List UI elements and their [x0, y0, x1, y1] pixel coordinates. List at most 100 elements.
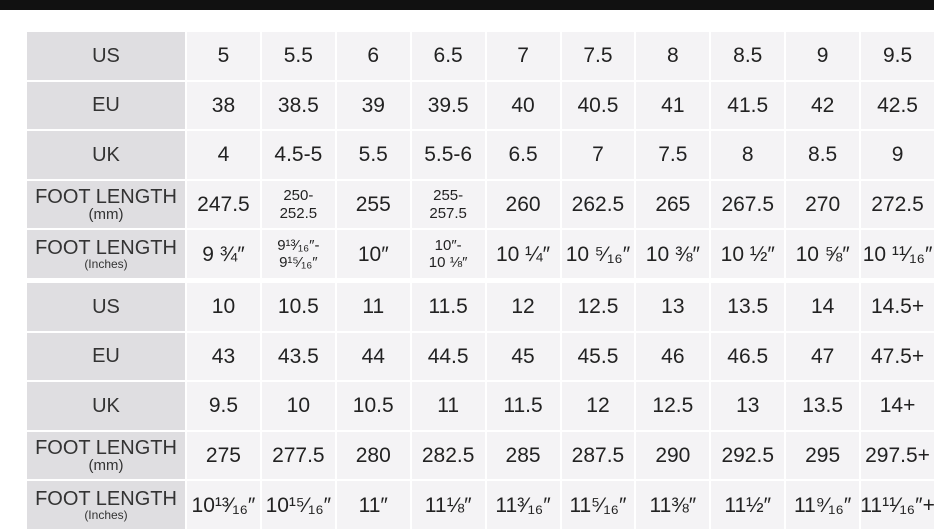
size-cell: 10 ¼″ [486, 230, 560, 278]
size-cell: 270 [786, 180, 860, 229]
size-cell: 265 [636, 180, 710, 229]
cell-text: 6.5 [433, 44, 463, 68]
row-label-text: FOOT LENGTH [35, 237, 177, 260]
size-cell: 9 [786, 32, 860, 80]
cell-text: 10″ [357, 242, 389, 266]
size-cell: 42 [786, 81, 860, 130]
cell-text: 11.5 [428, 295, 468, 319]
size-cell: 8 [711, 131, 785, 179]
cell-text: 45 [511, 344, 535, 368]
size-cell: 43.5 [261, 332, 335, 381]
cell-text: 13 [736, 394, 760, 418]
cell-text: 4.5-5 [274, 143, 323, 167]
cell-text: 41.5 [727, 93, 769, 117]
size-cell: 45.5 [561, 332, 635, 381]
size-cell: 39.5 [411, 81, 485, 130]
size-cell: 10 ⅝″ [786, 230, 860, 278]
size-cell: 9.5 [187, 382, 260, 430]
cell-text: 8.5 [733, 44, 763, 68]
row-label-text: FOOT LENGTH [35, 488, 177, 511]
cell-text: 295 [805, 444, 841, 468]
size-cell: 11″ [336, 481, 410, 529]
cell-text: 46 [661, 344, 685, 368]
cell-text: 39 [361, 93, 385, 117]
size-cell: 11⅛″ [411, 481, 485, 529]
size-cell: 14+ [861, 382, 934, 430]
cell-text: 247.5 [197, 193, 250, 217]
size-cell: 11 [411, 382, 485, 430]
cell-text: 272.5 [871, 193, 924, 217]
row-label-text: EU [92, 345, 120, 368]
size-cell: 267.5 [711, 180, 785, 229]
size-cell: 9 [861, 131, 934, 179]
row-label-text: (Inches) [84, 257, 128, 272]
cell-text: 38.5 [277, 93, 319, 117]
cell-text: 275 [205, 444, 241, 468]
row-label: EU [27, 81, 185, 130]
row-label: UK [27, 131, 185, 179]
cell-text: 14+ [879, 394, 916, 418]
cell-text: 285 [505, 444, 541, 468]
size-cell: 5.5 [261, 32, 335, 80]
cell-text: 5.5 [358, 143, 388, 167]
cell-text: 267.5 [721, 193, 775, 217]
size-cell: 250- 252.5 [261, 180, 335, 229]
cell-text: 11⁹⁄₁₆″ [793, 493, 852, 517]
size-cell: 12 [561, 382, 635, 430]
size-cell: 41.5 [711, 81, 785, 130]
cell-text: 10 ⁵⁄₁₆″ [565, 242, 631, 266]
size-cell: 10 ¹¹⁄₁₆″ [861, 230, 934, 278]
row-label-text: FOOT LENGTH [35, 186, 177, 209]
cell-text: 282.5 [421, 444, 475, 468]
cell-text: 42.5 [877, 93, 918, 117]
size-cell: 13.5 [786, 382, 860, 430]
cell-text: 12 [586, 394, 610, 418]
size-cell: 5 [187, 32, 260, 80]
cell-text: 9 [816, 44, 829, 68]
cell-text: 7 [592, 143, 604, 167]
cell-text: 43.5 [277, 344, 319, 368]
size-cell: 255 [336, 180, 410, 229]
size-cell: 287.5 [561, 431, 635, 480]
size-cell: 46.5 [711, 332, 785, 381]
size-cell: 295 [786, 431, 860, 480]
size-cell: 7 [486, 32, 560, 80]
cell-text: 6.5 [508, 143, 538, 167]
size-cell: 11⁹⁄₁₆″ [786, 481, 860, 529]
cell-text: 11¹¹⁄₁₆″+ [861, 493, 934, 517]
cell-text: 10 ¼″ [495, 242, 551, 266]
cell-text: 11 [437, 394, 460, 418]
cell-text: 5.5 [283, 44, 313, 68]
cell-text: 14 [810, 295, 835, 319]
cell-text: 9 ¾″ [202, 242, 245, 266]
size-cell: 44 [336, 332, 410, 381]
size-cell: 10 [261, 382, 335, 430]
size-cell: 13 [636, 283, 710, 331]
size-cell: 39 [336, 81, 410, 130]
cell-text: 5 [217, 44, 230, 68]
row-label-text: (mm) [88, 457, 124, 475]
row-label: UK [27, 382, 185, 430]
size-cell: 10.5 [336, 382, 410, 430]
cell-text: 10 ¹¹⁄₁₆″ [862, 242, 933, 266]
cell-text: 9¹⁵⁄₁₆″ [279, 254, 318, 272]
cell-text: 257.5 [429, 204, 467, 222]
row-label-text: UK [92, 394, 120, 417]
size-cell: 12.5 [561, 283, 635, 331]
size-cell: 47.5+ [861, 332, 934, 381]
cell-text: 11″ [358, 493, 388, 517]
size-cell: 12.5 [636, 382, 710, 430]
cell-text: 11½″ [724, 493, 772, 517]
size-cell: 4 [187, 131, 260, 179]
size-cell: 14 [786, 283, 860, 331]
size-cell: 44.5 [411, 332, 485, 381]
cell-text: 12.5 [577, 295, 619, 319]
size-cell: 11¹¹⁄₁₆″+ [861, 481, 934, 529]
cell-text: 297.5+ [865, 444, 930, 468]
cell-text: 270 [805, 193, 841, 217]
size-cell: 38.5 [261, 81, 335, 130]
size-cell: 6.5 [411, 32, 485, 80]
size-cell: 14.5+ [861, 283, 934, 331]
size-cell: 11.5 [486, 382, 560, 430]
cell-text: 13 [661, 295, 685, 319]
